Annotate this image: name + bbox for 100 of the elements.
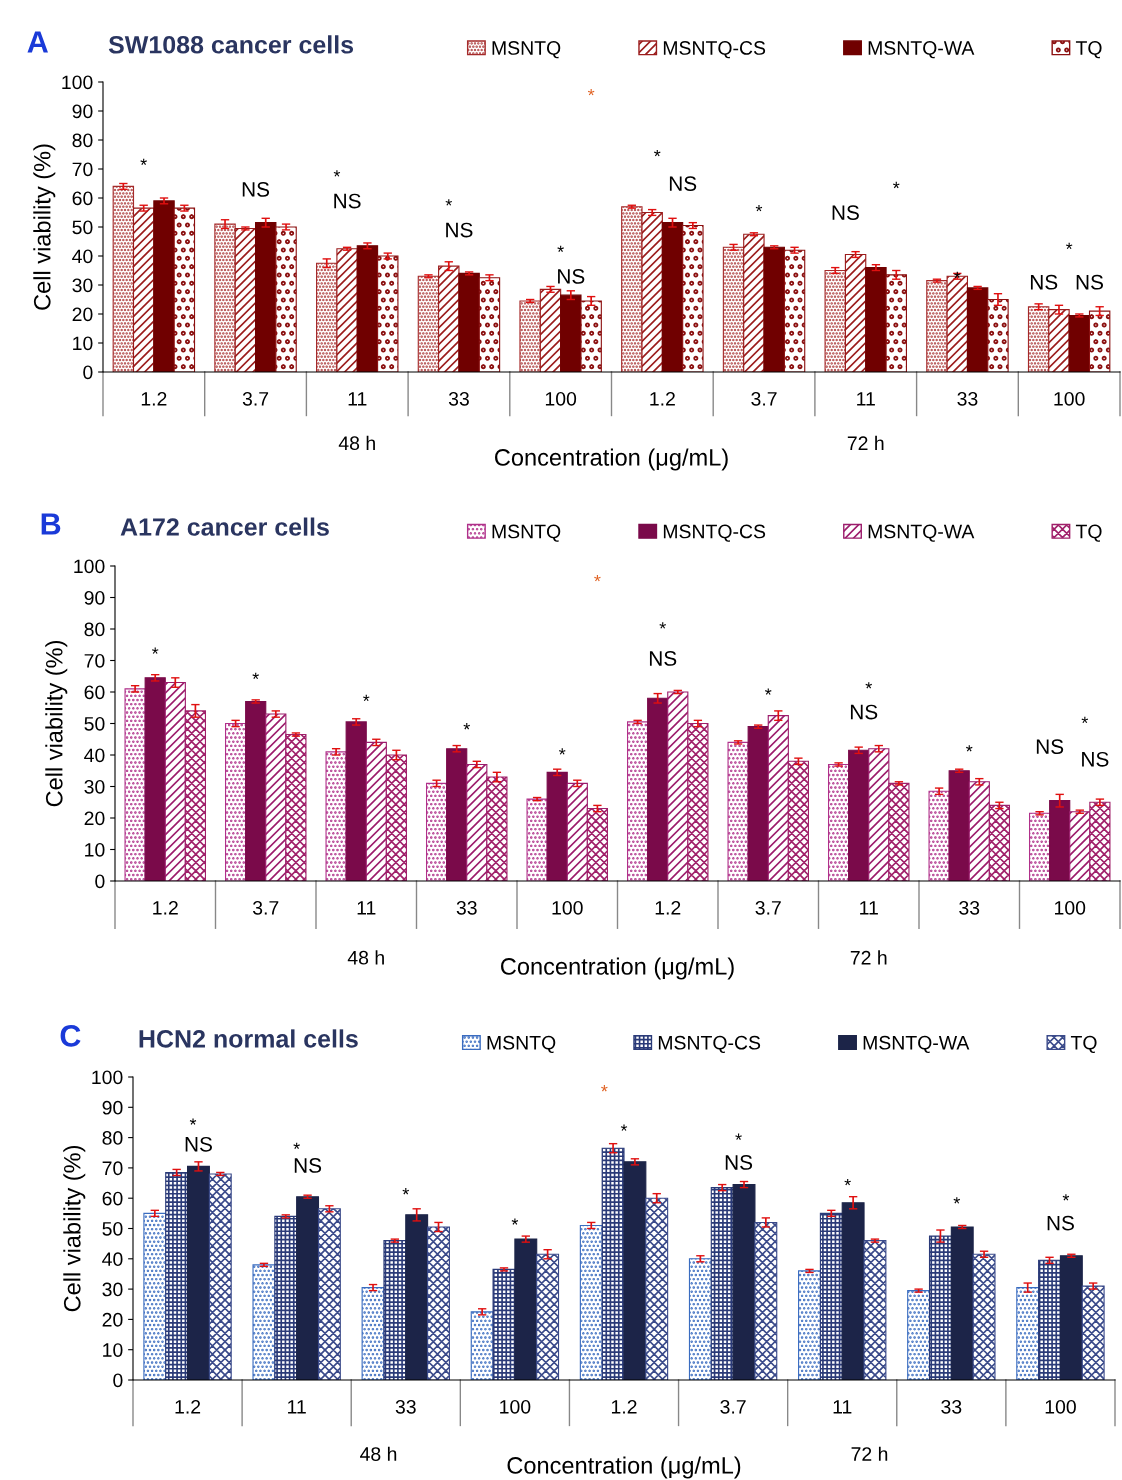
annotation: NS — [1030, 274, 1058, 290]
annotation: NS — [334, 193, 361, 209]
y-axis-title: Cell viability (%) — [33, 144, 56, 310]
bar — [274, 1215, 298, 1380]
x-tick-label: 1.2 — [153, 900, 178, 915]
x-tick-label: 11 — [348, 392, 367, 406]
bar — [661, 222, 684, 372]
bar — [907, 1290, 931, 1380]
y-tick-label: 20 — [84, 811, 105, 826]
bar — [623, 1161, 647, 1380]
bar — [863, 1240, 887, 1380]
y-tick-label: 0 — [113, 1373, 123, 1388]
annotation: NS — [850, 704, 878, 720]
legend-label: MSNTQ-CS — [658, 1035, 761, 1054]
bar — [1028, 812, 1051, 881]
y-tick-label: 0 — [83, 365, 93, 380]
bar — [526, 798, 548, 881]
bar — [234, 227, 257, 372]
annotation: * — [620, 1124, 628, 1131]
x-tick-label: 1.2 — [655, 900, 681, 915]
bar — [317, 1208, 341, 1380]
y-tick-label: 90 — [72, 104, 93, 119]
bar — [438, 265, 460, 372]
annotation: * — [755, 205, 763, 212]
bar — [1038, 1259, 1061, 1380]
x-tick-label: 11 — [357, 901, 376, 915]
bar — [405, 1214, 429, 1380]
annotation: NS — [1076, 274, 1103, 290]
bar — [492, 1268, 516, 1380]
annotation: NS — [725, 1155, 753, 1170]
chart-title: SW1088 cancer cells — [108, 35, 354, 54]
y-axis-title: Cell viability (%) — [45, 641, 68, 807]
y-tick-label: 40 — [102, 1252, 123, 1267]
x-tick-label: 100 — [545, 391, 577, 406]
legend-label: MSNTQ — [492, 41, 561, 59]
bar — [325, 751, 347, 881]
y-tick-label: 10 — [103, 1343, 123, 1357]
legend-label: MSNTQ-WA — [868, 41, 975, 59]
legend-label: TQ — [1075, 524, 1102, 542]
chart-title: A172 cancer cells — [120, 517, 329, 536]
x-tick-label: 3.7 — [751, 391, 777, 406]
y-tick-label: 0 — [95, 874, 105, 889]
bar — [275, 226, 297, 372]
bar — [682, 224, 704, 372]
bar — [478, 277, 501, 372]
annotation: * — [966, 745, 973, 752]
bar — [885, 274, 907, 372]
y-tick-label: 70 — [72, 162, 93, 177]
bar — [928, 1235, 952, 1380]
annotation: * — [654, 149, 661, 157]
annotation: * — [735, 1133, 742, 1140]
bar — [950, 1226, 974, 1380]
annotation: * — [511, 1218, 519, 1225]
bar — [336, 248, 358, 372]
annotation: * — [402, 1188, 410, 1195]
y-tick-label: 60 — [84, 685, 105, 700]
y-tick-label: 90 — [84, 590, 105, 605]
bar — [536, 1253, 560, 1380]
y-tick-label: 30 — [84, 779, 105, 794]
y-tick-label: 60 — [72, 191, 93, 206]
bar — [173, 207, 196, 372]
chart-title: HCN2 normal cells — [139, 1029, 358, 1048]
bar — [252, 1264, 276, 1380]
annotation: * — [594, 575, 601, 582]
bar — [361, 1287, 385, 1380]
bar — [987, 298, 1009, 372]
annotation: * — [765, 688, 772, 695]
y-tick-label: 50 — [102, 1221, 123, 1236]
annotation: * — [140, 158, 147, 165]
y-tick-label: 80 — [72, 133, 93, 148]
bar — [254, 222, 277, 372]
text: 72 h — [850, 950, 887, 965]
y-tick-label: 100 — [62, 75, 93, 90]
bar — [356, 245, 379, 372]
x-tick-label: 11 — [288, 1400, 306, 1414]
annotation: * — [1062, 1194, 1070, 1201]
x-tick-label: 11 — [857, 392, 875, 406]
x-tick-label: 100 — [1054, 391, 1085, 406]
bar — [208, 1173, 232, 1380]
bar — [824, 269, 846, 372]
bar — [641, 211, 663, 372]
y-tick-label: 100 — [74, 559, 105, 574]
annotation: NS — [294, 1158, 322, 1173]
x-tick-label: 3.7 — [242, 391, 269, 406]
annotation: NS — [832, 205, 859, 220]
x-tick-label: 1.2 — [650, 391, 675, 406]
legend-label: MSNTQ — [492, 524, 561, 542]
bar — [647, 697, 669, 881]
bar — [848, 749, 870, 881]
annotation: NS — [1036, 739, 1064, 755]
annotation: NS — [649, 651, 677, 666]
annotation: NS — [242, 182, 270, 197]
bar — [1049, 800, 1071, 881]
bar — [841, 1202, 865, 1380]
annotation: NS — [446, 222, 473, 238]
annotation: * — [363, 694, 370, 702]
bar — [621, 206, 643, 372]
x-tick-label: 3.7 — [755, 900, 781, 915]
bar — [470, 1311, 494, 1380]
x-tick-label: 33 — [448, 391, 469, 406]
